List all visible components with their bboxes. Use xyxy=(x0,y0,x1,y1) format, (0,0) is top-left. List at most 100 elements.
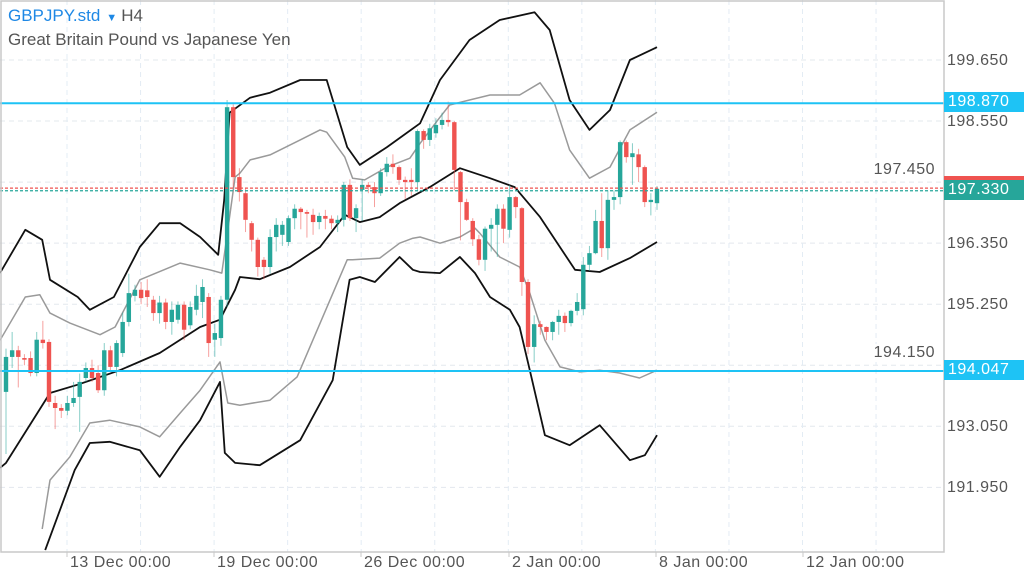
candle-body xyxy=(624,142,629,158)
candle-body xyxy=(304,212,310,214)
candle xyxy=(71,381,76,407)
candle-body xyxy=(636,154,641,168)
candle xyxy=(470,218,475,246)
price-tick-label: 197.450 xyxy=(870,161,938,180)
candle-body xyxy=(525,282,531,347)
candle-body xyxy=(120,321,125,354)
level-price-tag[interactable]: 194.047 xyxy=(944,359,1024,380)
candle-body xyxy=(648,199,654,203)
candle-body xyxy=(40,339,46,344)
candle-body xyxy=(587,253,592,265)
candle xyxy=(22,354,27,366)
candle-body xyxy=(458,172,463,203)
candle xyxy=(237,168,242,202)
candle xyxy=(495,204,500,258)
candle xyxy=(108,345,113,371)
candle xyxy=(218,295,224,346)
candle-body xyxy=(476,239,482,260)
candle-body xyxy=(194,295,199,310)
candle xyxy=(525,279,531,355)
candle xyxy=(126,273,132,327)
candle-body xyxy=(353,208,359,219)
candle xyxy=(212,323,218,357)
candle-body xyxy=(378,172,383,194)
price-tick-label: 198.550 xyxy=(947,113,1009,131)
candle-body xyxy=(132,289,138,296)
timeframe-label[interactable]: H4 xyxy=(121,6,143,25)
candle xyxy=(574,293,580,316)
candle xyxy=(630,143,635,185)
candle-body xyxy=(445,119,451,123)
candle xyxy=(581,257,586,316)
candle-body xyxy=(372,187,377,194)
candle-body xyxy=(212,333,218,340)
candle xyxy=(157,295,162,324)
candle xyxy=(16,345,21,388)
candle-body xyxy=(335,219,340,224)
candle-body xyxy=(384,163,389,173)
candle-body xyxy=(550,321,555,332)
candle-body xyxy=(415,131,420,183)
candle-body xyxy=(298,208,303,213)
candle xyxy=(439,112,445,130)
candle xyxy=(249,220,254,252)
candle-body xyxy=(243,193,248,220)
candle xyxy=(464,198,469,221)
candle-body xyxy=(138,289,144,299)
price-tick-label: 199.650 xyxy=(947,52,1009,69)
candle-body xyxy=(292,208,297,219)
symbol-name[interactable]: GBPJPY.std xyxy=(8,6,101,25)
candle-body xyxy=(519,208,525,282)
candle-body xyxy=(617,142,623,198)
candle-body xyxy=(599,220,604,249)
candle xyxy=(636,148,641,183)
candle-body xyxy=(65,402,70,411)
price-tick-label: 196.350 xyxy=(947,235,1009,253)
candle-body xyxy=(59,407,64,411)
candle-body xyxy=(402,179,408,183)
candle-body xyxy=(52,402,58,408)
candle-body xyxy=(22,358,27,360)
candle xyxy=(145,279,150,307)
candle xyxy=(59,404,64,418)
candle-body xyxy=(642,167,647,203)
candle xyxy=(654,185,660,210)
candle-body xyxy=(169,309,175,322)
candle-body xyxy=(507,197,512,230)
candle-body xyxy=(77,381,82,397)
candle xyxy=(194,284,199,316)
candle xyxy=(267,229,273,274)
time-tick-label: 13 Dec 00:00 xyxy=(70,554,172,571)
candle-body xyxy=(409,179,414,183)
candle xyxy=(3,348,9,455)
candle xyxy=(329,215,334,230)
candle xyxy=(531,315,537,363)
candle-body xyxy=(249,223,254,240)
candle-body xyxy=(360,184,365,190)
bollinger-bands xyxy=(0,11,658,551)
candle-body xyxy=(568,310,574,324)
time-tick-label: 19 Dec 00:00 xyxy=(217,554,319,571)
candle-body xyxy=(421,131,426,140)
candle xyxy=(77,373,82,432)
candle xyxy=(175,301,181,324)
candle-body xyxy=(231,107,236,178)
candle-body xyxy=(163,302,168,322)
candle xyxy=(593,209,598,255)
candle-body xyxy=(562,315,568,324)
band-middle xyxy=(0,167,658,469)
candle xyxy=(617,140,623,205)
candle xyxy=(274,218,279,252)
candle-body xyxy=(531,324,537,347)
candle-body xyxy=(390,163,396,168)
candle-body xyxy=(341,184,346,220)
candle-body xyxy=(224,107,230,300)
candle xyxy=(366,182,371,194)
level-price-tag[interactable]: 198.870 xyxy=(944,92,1024,113)
candles xyxy=(3,99,660,455)
candle-body xyxy=(654,188,660,204)
candle-body xyxy=(188,306,193,326)
band-lower-inner xyxy=(41,227,658,530)
symbol-dropdown-icon[interactable]: ▼ xyxy=(106,12,118,24)
